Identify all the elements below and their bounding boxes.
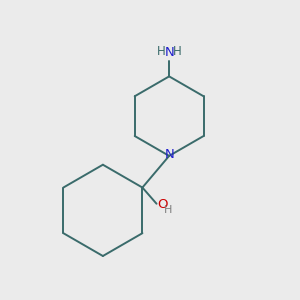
Text: O: O [158,198,168,211]
Text: H: H [164,205,172,215]
Text: N: N [164,46,174,59]
Text: H: H [173,44,182,58]
Text: H: H [157,44,165,58]
Text: N: N [164,148,174,161]
